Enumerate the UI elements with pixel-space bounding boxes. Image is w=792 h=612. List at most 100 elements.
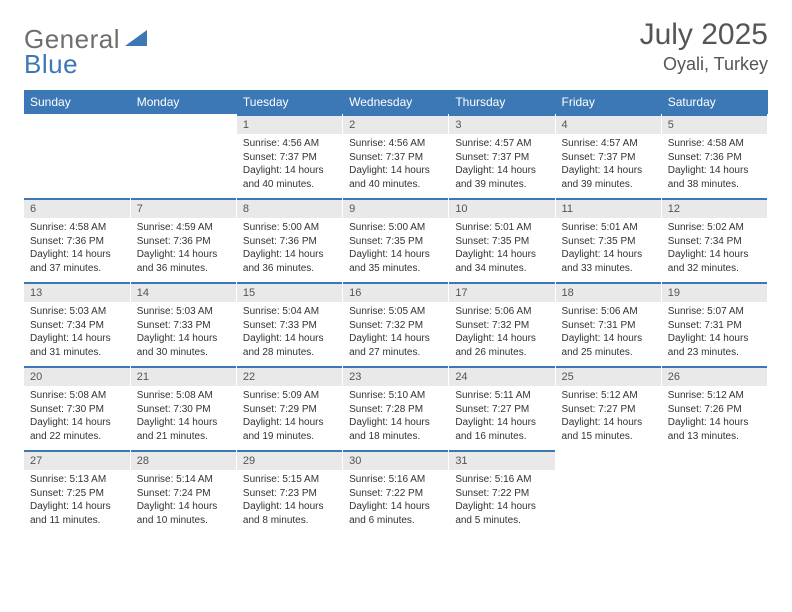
location: Oyali, Turkey bbox=[640, 54, 768, 75]
day-data: Sunrise: 5:00 AMSunset: 7:35 PMDaylight:… bbox=[343, 218, 448, 279]
calendar-row: 13Sunrise: 5:03 AMSunset: 7:34 PMDayligh… bbox=[24, 282, 768, 366]
calendar-cell: 1Sunrise: 4:56 AMSunset: 7:37 PMDaylight… bbox=[236, 114, 342, 198]
day-data: Sunrise: 4:58 AMSunset: 7:36 PMDaylight:… bbox=[662, 134, 767, 195]
calendar-cell: 14Sunrise: 5:03 AMSunset: 7:33 PMDayligh… bbox=[130, 282, 236, 366]
day-data: Sunrise: 5:01 AMSunset: 7:35 PMDaylight:… bbox=[449, 218, 554, 279]
day-number: 21 bbox=[131, 366, 236, 386]
day-data: Sunrise: 5:00 AMSunset: 7:36 PMDaylight:… bbox=[237, 218, 342, 279]
day-data: Sunrise: 4:56 AMSunset: 7:37 PMDaylight:… bbox=[343, 134, 448, 195]
calendar-cell: 15Sunrise: 5:04 AMSunset: 7:33 PMDayligh… bbox=[236, 282, 342, 366]
calendar-cell: 13Sunrise: 5:03 AMSunset: 7:34 PMDayligh… bbox=[24, 282, 130, 366]
day-data: Sunrise: 5:12 AMSunset: 7:26 PMDaylight:… bbox=[662, 386, 767, 447]
calendar-cell: 16Sunrise: 5:05 AMSunset: 7:32 PMDayligh… bbox=[343, 282, 449, 366]
dayhead-sat: Saturday bbox=[661, 90, 767, 114]
calendar-cell: 4Sunrise: 4:57 AMSunset: 7:37 PMDaylight… bbox=[555, 114, 661, 198]
logo-word2: Blue bbox=[24, 49, 78, 79]
day-number: 19 bbox=[662, 282, 767, 302]
day-data: Sunrise: 5:05 AMSunset: 7:32 PMDaylight:… bbox=[343, 302, 448, 363]
day-data: Sunrise: 5:03 AMSunset: 7:33 PMDaylight:… bbox=[131, 302, 236, 363]
day-data: Sunrise: 5:07 AMSunset: 7:31 PMDaylight:… bbox=[662, 302, 767, 363]
day-number: 17 bbox=[449, 282, 554, 302]
day-number: 8 bbox=[237, 198, 342, 218]
calendar-cell bbox=[661, 450, 767, 534]
calendar-cell bbox=[555, 450, 661, 534]
day-data: Sunrise: 5:06 AMSunset: 7:32 PMDaylight:… bbox=[449, 302, 554, 363]
day-data: Sunrise: 5:02 AMSunset: 7:34 PMDaylight:… bbox=[662, 218, 767, 279]
calendar-cell bbox=[24, 114, 130, 198]
day-data: Sunrise: 5:16 AMSunset: 7:22 PMDaylight:… bbox=[449, 470, 554, 531]
day-data: Sunrise: 4:57 AMSunset: 7:37 PMDaylight:… bbox=[556, 134, 661, 195]
title-block: July 2025 Oyali, Turkey bbox=[640, 18, 768, 75]
day-data: Sunrise: 5:12 AMSunset: 7:27 PMDaylight:… bbox=[556, 386, 661, 447]
calendar-cell: 18Sunrise: 5:06 AMSunset: 7:31 PMDayligh… bbox=[555, 282, 661, 366]
day-number: 11 bbox=[556, 198, 661, 218]
day-number: 6 bbox=[24, 198, 130, 218]
day-data: Sunrise: 5:06 AMSunset: 7:31 PMDaylight:… bbox=[556, 302, 661, 363]
day-number: 13 bbox=[24, 282, 130, 302]
day-number: 2 bbox=[343, 114, 448, 134]
calendar-cell: 8Sunrise: 5:00 AMSunset: 7:36 PMDaylight… bbox=[236, 198, 342, 282]
calendar-cell bbox=[130, 114, 236, 198]
dayhead-mon: Monday bbox=[130, 90, 236, 114]
day-data: Sunrise: 5:03 AMSunset: 7:34 PMDaylight:… bbox=[24, 302, 130, 363]
day-number: 20 bbox=[24, 366, 130, 386]
calendar-cell: 12Sunrise: 5:02 AMSunset: 7:34 PMDayligh… bbox=[661, 198, 767, 282]
day-data: Sunrise: 5:08 AMSunset: 7:30 PMDaylight:… bbox=[24, 386, 130, 447]
calendar-cell: 5Sunrise: 4:58 AMSunset: 7:36 PMDaylight… bbox=[661, 114, 767, 198]
day-data: Sunrise: 5:13 AMSunset: 7:25 PMDaylight:… bbox=[24, 470, 130, 531]
calendar-cell: 23Sunrise: 5:10 AMSunset: 7:28 PMDayligh… bbox=[343, 366, 449, 450]
day-number: 28 bbox=[131, 450, 236, 470]
calendar-cell: 20Sunrise: 5:08 AMSunset: 7:30 PMDayligh… bbox=[24, 366, 130, 450]
day-number: 30 bbox=[343, 450, 448, 470]
calendar-cell: 17Sunrise: 5:06 AMSunset: 7:32 PMDayligh… bbox=[449, 282, 555, 366]
day-data: Sunrise: 4:56 AMSunset: 7:37 PMDaylight:… bbox=[237, 134, 342, 195]
calendar-cell: 21Sunrise: 5:08 AMSunset: 7:30 PMDayligh… bbox=[130, 366, 236, 450]
day-number: 25 bbox=[556, 366, 661, 386]
day-number: 24 bbox=[449, 366, 554, 386]
calendar-cell: 7Sunrise: 4:59 AMSunset: 7:36 PMDaylight… bbox=[130, 198, 236, 282]
day-data: Sunrise: 5:10 AMSunset: 7:28 PMDaylight:… bbox=[343, 386, 448, 447]
day-data: Sunrise: 4:57 AMSunset: 7:37 PMDaylight:… bbox=[449, 134, 554, 195]
logo: General Blue bbox=[24, 18, 147, 80]
day-number: 29 bbox=[237, 450, 342, 470]
day-number: 26 bbox=[662, 366, 767, 386]
day-number: 4 bbox=[556, 114, 661, 134]
day-number: 22 bbox=[237, 366, 342, 386]
calendar-cell: 25Sunrise: 5:12 AMSunset: 7:27 PMDayligh… bbox=[555, 366, 661, 450]
calendar-cell: 6Sunrise: 4:58 AMSunset: 7:36 PMDaylight… bbox=[24, 198, 130, 282]
day-header-row: Sunday Monday Tuesday Wednesday Thursday… bbox=[24, 90, 768, 114]
calendar-cell: 11Sunrise: 5:01 AMSunset: 7:35 PMDayligh… bbox=[555, 198, 661, 282]
day-data: Sunrise: 5:14 AMSunset: 7:24 PMDaylight:… bbox=[131, 470, 236, 531]
calendar-cell: 19Sunrise: 5:07 AMSunset: 7:31 PMDayligh… bbox=[661, 282, 767, 366]
calendar-cell: 27Sunrise: 5:13 AMSunset: 7:25 PMDayligh… bbox=[24, 450, 130, 534]
dayhead-wed: Wednesday bbox=[343, 90, 449, 114]
calendar-cell: 26Sunrise: 5:12 AMSunset: 7:26 PMDayligh… bbox=[661, 366, 767, 450]
calendar-row: 6Sunrise: 4:58 AMSunset: 7:36 PMDaylight… bbox=[24, 198, 768, 282]
month-title: July 2025 bbox=[640, 18, 768, 52]
calendar-cell: 31Sunrise: 5:16 AMSunset: 7:22 PMDayligh… bbox=[449, 450, 555, 534]
day-data: Sunrise: 5:01 AMSunset: 7:35 PMDaylight:… bbox=[556, 218, 661, 279]
day-data: Sunrise: 5:09 AMSunset: 7:29 PMDaylight:… bbox=[237, 386, 342, 447]
day-number: 14 bbox=[131, 282, 236, 302]
calendar-cell: 28Sunrise: 5:14 AMSunset: 7:24 PMDayligh… bbox=[130, 450, 236, 534]
calendar-row: 20Sunrise: 5:08 AMSunset: 7:30 PMDayligh… bbox=[24, 366, 768, 450]
calendar-cell: 9Sunrise: 5:00 AMSunset: 7:35 PMDaylight… bbox=[343, 198, 449, 282]
calendar-cell: 29Sunrise: 5:15 AMSunset: 7:23 PMDayligh… bbox=[236, 450, 342, 534]
day-data: Sunrise: 5:08 AMSunset: 7:30 PMDaylight:… bbox=[131, 386, 236, 447]
day-number: 23 bbox=[343, 366, 448, 386]
day-data: Sunrise: 5:16 AMSunset: 7:22 PMDaylight:… bbox=[343, 470, 448, 531]
day-number: 27 bbox=[24, 450, 130, 470]
page: General Blue July 2025 Oyali, Turkey Sun… bbox=[0, 0, 792, 534]
day-data: Sunrise: 5:15 AMSunset: 7:23 PMDaylight:… bbox=[237, 470, 342, 531]
logo-triangle-icon bbox=[125, 30, 147, 48]
header: General Blue July 2025 Oyali, Turkey bbox=[24, 18, 768, 80]
day-number: 31 bbox=[449, 450, 554, 470]
day-data: Sunrise: 4:59 AMSunset: 7:36 PMDaylight:… bbox=[131, 218, 236, 279]
dayhead-sun: Sunday bbox=[24, 90, 130, 114]
calendar-cell: 2Sunrise: 4:56 AMSunset: 7:37 PMDaylight… bbox=[343, 114, 449, 198]
dayhead-fri: Friday bbox=[555, 90, 661, 114]
calendar-cell: 30Sunrise: 5:16 AMSunset: 7:22 PMDayligh… bbox=[343, 450, 449, 534]
calendar-cell: 3Sunrise: 4:57 AMSunset: 7:37 PMDaylight… bbox=[449, 114, 555, 198]
calendar-cell: 22Sunrise: 5:09 AMSunset: 7:29 PMDayligh… bbox=[236, 366, 342, 450]
day-number: 15 bbox=[237, 282, 342, 302]
